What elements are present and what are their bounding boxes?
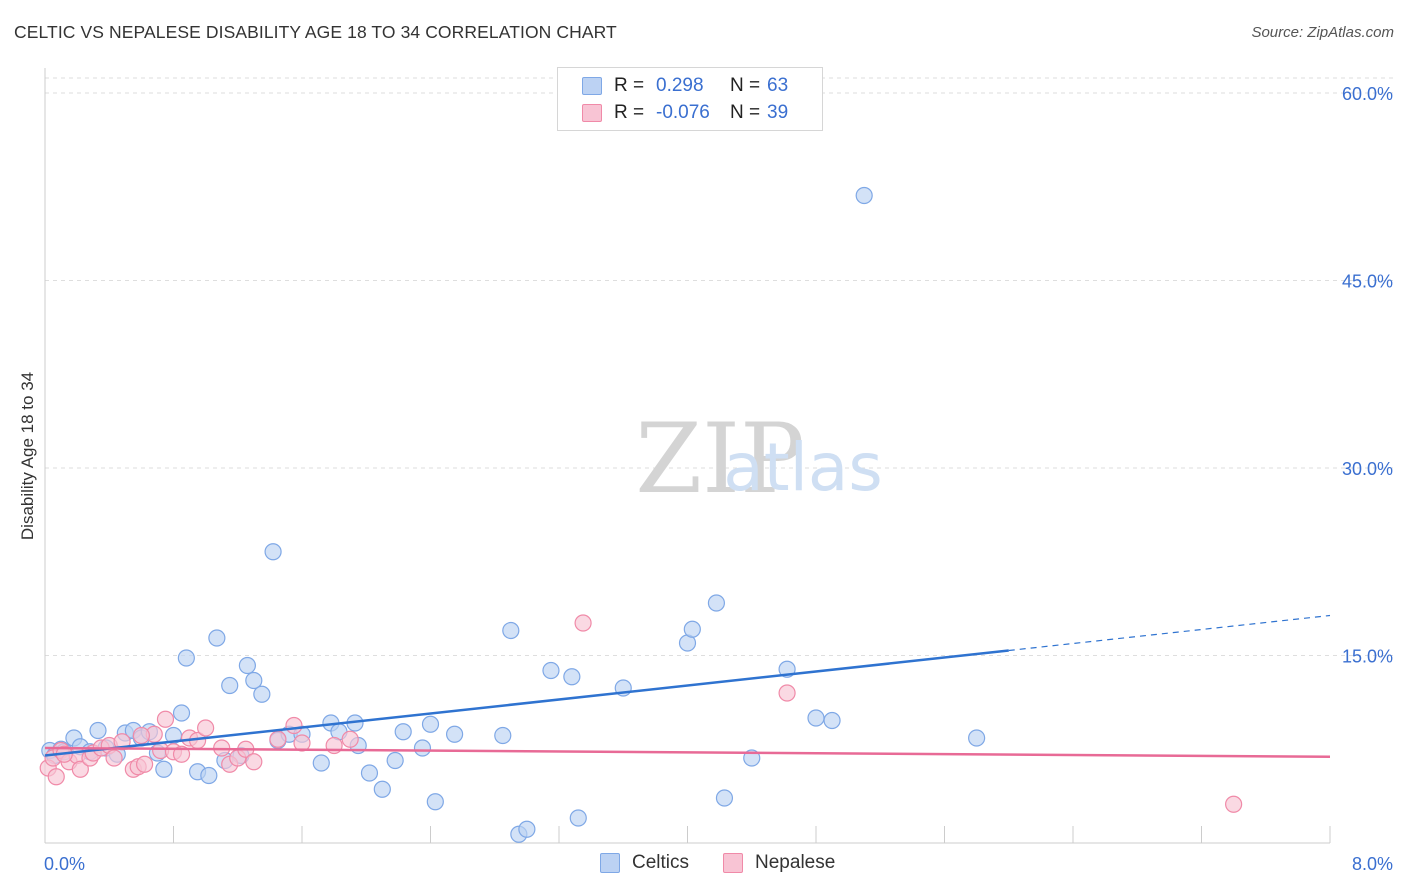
x-tick-label: 8.0% bbox=[1352, 854, 1393, 874]
celtics-point bbox=[968, 729, 986, 747]
nepalese-point bbox=[156, 710, 175, 728]
y-tick-label: 15.0% bbox=[1342, 647, 1393, 667]
nepalese-swatch bbox=[582, 104, 602, 122]
r-label: R = bbox=[614, 75, 645, 96]
celtics-point bbox=[200, 766, 218, 785]
x-tick-label: 0.0% bbox=[44, 854, 85, 874]
nepalese-point bbox=[269, 730, 287, 748]
celtics-point bbox=[238, 656, 256, 675]
nepalese-legend-swatch bbox=[723, 853, 744, 873]
legend-row-nepalese: R = -0.076 N = 39 bbox=[582, 101, 788, 125]
celtics-point bbox=[177, 649, 195, 667]
nepalese-point bbox=[47, 768, 65, 786]
watermark-atlas: atlas bbox=[723, 429, 883, 506]
celtics-point bbox=[823, 711, 841, 730]
trend-lines bbox=[44, 614, 1331, 758]
celtics-point bbox=[360, 764, 379, 782]
y-tick-labels: 15.0% 30.0% 45.0% 60.0% bbox=[1342, 84, 1393, 667]
nepalese-point bbox=[132, 726, 150, 745]
celtics-point bbox=[155, 760, 173, 778]
nepalese-point bbox=[71, 760, 89, 778]
celtics-trend-extension bbox=[1008, 614, 1331, 652]
celtics-point bbox=[855, 186, 873, 205]
celtics-point bbox=[502, 621, 520, 640]
nepalese-point bbox=[574, 614, 592, 632]
legend-row-celtics: R = 0.298 N = 63 bbox=[582, 74, 788, 98]
celtics-point bbox=[413, 739, 432, 757]
nepalese-point bbox=[285, 716, 303, 735]
watermark-zip: ZIP bbox=[635, 403, 804, 515]
celtics-legend-label: Celtics bbox=[632, 852, 690, 873]
celtics-point bbox=[89, 721, 107, 740]
celtics-point bbox=[386, 751, 404, 770]
nepalese-point bbox=[245, 753, 263, 771]
celtics-n-value: 63 bbox=[767, 75, 789, 96]
r-label: R = bbox=[614, 102, 645, 123]
nepalese-n-value: 39 bbox=[767, 102, 789, 123]
celtics-point bbox=[569, 809, 587, 827]
nepalese-point bbox=[135, 755, 154, 773]
nepalese-point bbox=[1225, 795, 1243, 813]
nepalese-point bbox=[778, 684, 796, 702]
celtics-point bbox=[312, 754, 330, 772]
nepalese-point bbox=[197, 719, 215, 737]
legend-item-celtics[interactable]: Celtics bbox=[600, 852, 689, 874]
celtics-point bbox=[563, 668, 581, 686]
celtics-point bbox=[518, 820, 536, 838]
n-label: N = bbox=[730, 75, 761, 96]
x-tick-labels: 0.0% 8.0% bbox=[44, 854, 1393, 874]
celtics-trend-line bbox=[44, 649, 1009, 757]
celtics-point bbox=[208, 629, 226, 647]
celtics-point bbox=[245, 671, 263, 690]
legend-item-nepalese[interactable]: Nepalese bbox=[723, 852, 835, 874]
celtics-point bbox=[683, 620, 701, 638]
n-label: N = bbox=[730, 102, 761, 123]
celtics-point bbox=[494, 726, 512, 745]
celtics-swatch bbox=[582, 77, 602, 95]
series-legend: Celtics Nepalese bbox=[600, 852, 869, 874]
source-label: Source: ZipAtlas.com bbox=[1251, 24, 1394, 41]
celtics-point bbox=[373, 780, 391, 798]
celtics-point bbox=[707, 594, 726, 612]
chart-title: CELTIC VS NEPALESE DISABILITY AGE 18 TO … bbox=[14, 22, 617, 42]
celtics-r-value: 0.298 bbox=[656, 75, 704, 96]
celtics-point bbox=[421, 715, 440, 733]
stats-legend: R = 0.298 N = 63 R = -0.076 N = 39 bbox=[557, 67, 823, 131]
nepalese-legend-label: Nepalese bbox=[755, 852, 836, 873]
celtics-point bbox=[253, 685, 271, 703]
celtics-point bbox=[426, 793, 444, 811]
celtics-point bbox=[221, 676, 239, 695]
nepalese-trend-line bbox=[44, 746, 1331, 758]
nepalese-r-value: -0.076 bbox=[656, 102, 710, 123]
axes bbox=[44, 68, 1331, 844]
celtics-legend-swatch bbox=[600, 853, 620, 873]
celtics-point bbox=[715, 789, 734, 807]
celtics-point bbox=[542, 661, 560, 680]
nepalese-point bbox=[341, 730, 359, 748]
celtics-point bbox=[394, 723, 412, 741]
gridlines bbox=[45, 77, 1394, 656]
celtics-point bbox=[264, 543, 282, 561]
nepalese-point bbox=[105, 749, 123, 767]
y-tick-label: 30.0% bbox=[1342, 459, 1393, 479]
celtics-point bbox=[807, 709, 825, 727]
y-tick-label: 60.0% bbox=[1342, 84, 1393, 104]
nepalese-point bbox=[172, 745, 191, 763]
y-tick-label: 45.0% bbox=[1342, 272, 1393, 292]
celtics-point bbox=[172, 704, 191, 722]
celtics-point bbox=[445, 725, 464, 743]
